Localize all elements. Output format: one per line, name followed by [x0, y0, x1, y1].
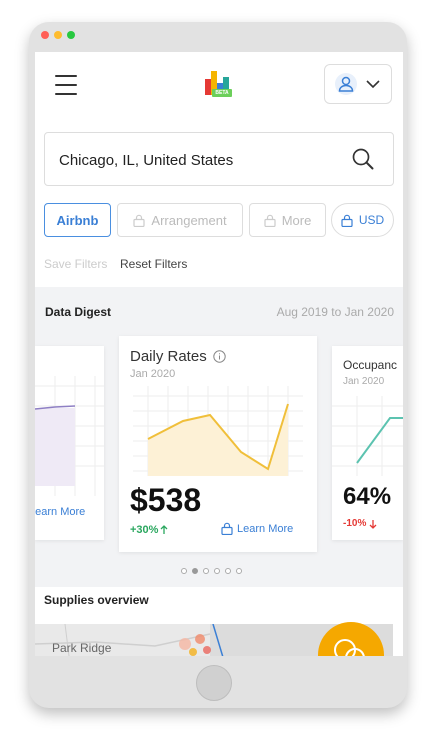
digest-date-range: Aug 2019 to Jan 2020: [276, 305, 394, 319]
avatar: [335, 73, 357, 95]
filter-more[interactable]: More: [249, 203, 326, 237]
learn-more-label: Learn More: [35, 506, 86, 518]
supplies-title: Supplies overview: [44, 593, 149, 607]
filter-arrangement-label: Arrangement: [151, 212, 227, 228]
user-icon: [338, 76, 354, 92]
stat-card-left[interactable]: Learn More: [35, 346, 104, 540]
learn-more-link[interactable]: Learn More: [35, 506, 85, 518]
card-value: 64%: [343, 483, 392, 510]
digest-title: Data Digest: [45, 305, 112, 319]
card-delta: -10%: [343, 518, 367, 529]
carousel-pager: [181, 568, 242, 574]
info-icon[interactable]: [213, 350, 226, 363]
app-logo[interactable]: BETA: [203, 69, 235, 99]
filter-arrangement[interactable]: Arrangement: [117, 203, 243, 237]
learn-more-label: Learn More: [237, 522, 294, 535]
close-dot-icon[interactable]: [41, 31, 49, 39]
location-search[interactable]: [44, 132, 394, 187]
filter-airbnb[interactable]: Airbnb: [44, 203, 111, 237]
lock-icon: [341, 214, 353, 227]
search-icon[interactable]: [350, 146, 376, 172]
pager-dot[interactable]: [225, 568, 231, 574]
occupancy-sparkline: [332, 396, 403, 476]
pager-dot-active[interactable]: [192, 568, 198, 574]
currency-label: USD: [358, 213, 385, 227]
arrow-up-icon: [160, 525, 168, 534]
card-value: $538: [130, 482, 202, 518]
card-chart-left: [35, 376, 104, 496]
card-date: Jan 2020: [130, 368, 176, 380]
card-title: Occupanc: [343, 358, 398, 372]
daily-rates-sparkline: [133, 386, 303, 476]
lock-icon: [133, 214, 146, 227]
chat-icon: [334, 639, 365, 656]
user-menu-button[interactable]: [324, 64, 392, 104]
beta-badge: BETA: [215, 90, 229, 96]
card-title: Daily Rates: [130, 348, 207, 365]
card-date: Jan 2020: [343, 376, 385, 387]
learn-more-link[interactable]: Learn More: [221, 522, 293, 535]
arrow-down-icon: [369, 519, 377, 529]
pager-dot[interactable]: [214, 568, 220, 574]
currency-selector[interactable]: USD: [331, 203, 394, 237]
app-screen: BETA Airbnb Arrangement: [35, 52, 403, 656]
reset-filters-link[interactable]: Reset Filters: [120, 257, 188, 271]
lock-icon: [264, 214, 276, 227]
floating-action-button[interactable]: [318, 622, 384, 656]
maximize-dot-icon[interactable]: [67, 31, 75, 39]
lock-icon: [221, 522, 233, 535]
pager-dot[interactable]: [181, 568, 187, 574]
hamburger-icon[interactable]: [55, 75, 77, 95]
stat-card-occupancy[interactable]: Occupanc Jan 2020 64% -10%: [332, 346, 403, 540]
logo-bars-icon: [205, 71, 232, 97]
filter-more-label: More: [281, 212, 312, 228]
chevron-down-icon: [366, 80, 380, 89]
pager-dot[interactable]: [236, 568, 242, 574]
pager-dot[interactable]: [203, 568, 209, 574]
minimize-dot-icon[interactable]: [54, 31, 62, 39]
card-delta: +30%: [130, 524, 159, 536]
stat-card-daily-rates[interactable]: Daily Rates Jan 2020 $538 +30%: [119, 336, 317, 552]
filter-airbnb-label: Airbnb: [56, 212, 99, 228]
window-controls: [41, 31, 75, 39]
map-place-label: Park Ridge: [52, 641, 112, 655]
save-filters-link[interactable]: Save Filters: [44, 257, 108, 271]
home-button[interactable]: [196, 665, 232, 701]
search-input[interactable]: [57, 133, 351, 187]
